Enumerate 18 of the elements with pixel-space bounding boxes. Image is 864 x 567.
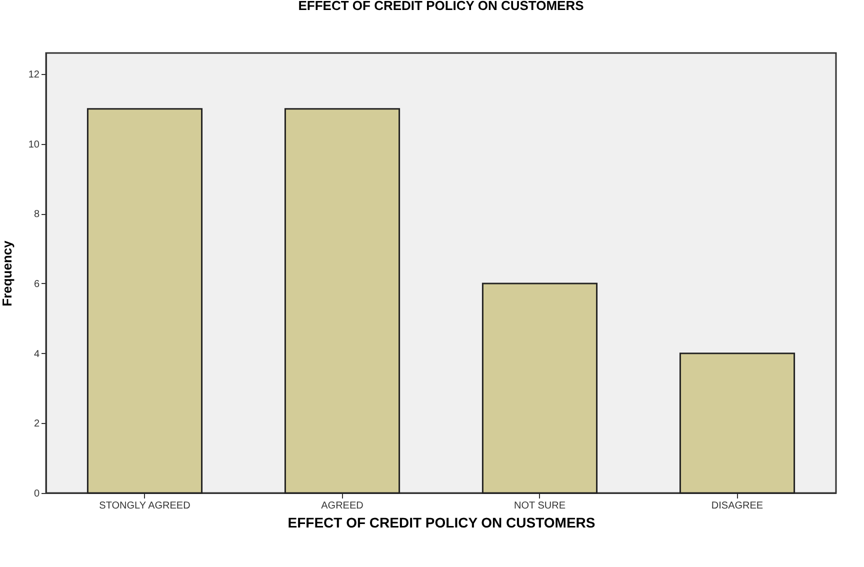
y-tick-label: 6 [34,278,40,290]
bar [86,108,203,494]
bar [284,108,400,494]
y-tick-label: 4 [34,348,40,360]
x-tick-label: AGREED [321,500,364,512]
y-tick-label: 2 [34,418,40,430]
bar [482,282,598,494]
x-tick-label: NOT SURE [514,500,566,512]
x-axis-title: EFFECT OF CREDIT POLICY ON CUSTOMERS [288,514,596,530]
bar [679,352,796,494]
y-tick-label: 0 [34,488,40,500]
chart-title: EFFECT OF CREDIT POLICY ON CUSTOMERS [298,0,584,13]
y-tick-label: 12 [28,69,40,80]
y-axis-title: Frequency [0,240,14,306]
x-tick-label: STONGLY AGREED [99,500,190,512]
y-tick-label: 8 [34,209,40,220]
y-tick-label: 10 [28,139,40,150]
x-tick-label: DISAGREE [711,500,764,512]
